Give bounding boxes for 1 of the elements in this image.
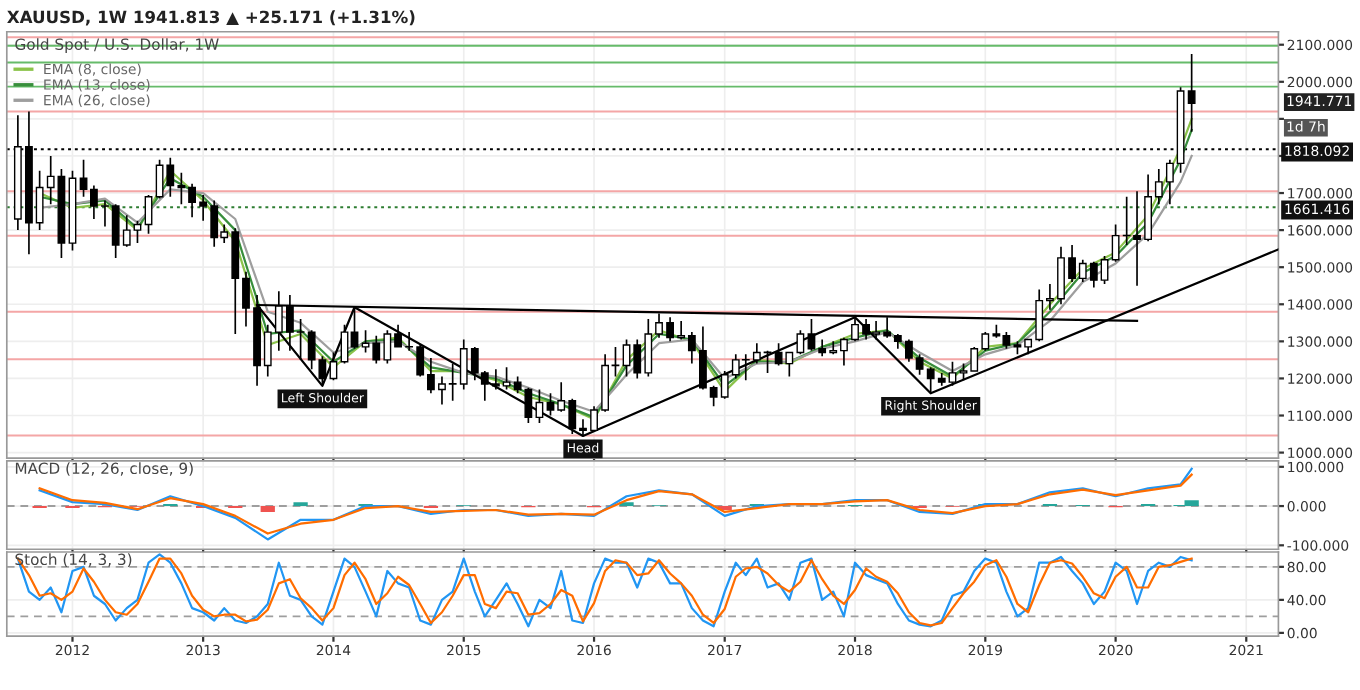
chart-subtitle: XAUUSD, 1W 1941.813 ▲ +25.171 (+1.31%): [7, 10, 415, 26]
